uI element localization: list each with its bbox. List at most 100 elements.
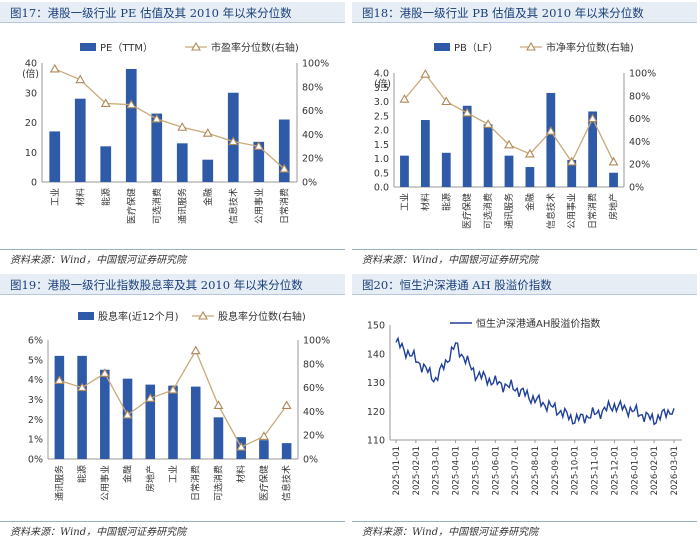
pe-chart: 0 10 20 30 40 0% 20% 40% 60% 80% 100% (倍) 工业 材料 能源 医疗保健… xyxy=(22,41,329,224)
x-tick-label: 信息技术 xyxy=(281,465,293,501)
chart-title: 图17：港股一级行业 PE 估值及其 2010 年以来分位数 xyxy=(10,6,292,20)
line-marker xyxy=(177,122,188,131)
bar xyxy=(213,417,224,459)
line-marker xyxy=(202,128,213,137)
bar xyxy=(400,155,409,187)
legend-marker xyxy=(191,41,201,51)
y-tick-label: 6% xyxy=(28,336,43,347)
x-tick-label: 工业 xyxy=(168,465,179,483)
y2-tick-label: 80% xyxy=(303,359,324,370)
x-tick-label: 2026-01-01 xyxy=(630,446,640,495)
chart-title-bar: 图19：港股一级行业指数股息率及其 2010 年以来分位数 xyxy=(0,274,345,295)
x-tick-label: 房地产 xyxy=(144,465,156,492)
x-tick-label: 2025-08-01 xyxy=(531,446,541,495)
x-tick-label: 通讯服务 xyxy=(53,465,65,501)
line-marker xyxy=(228,136,239,146)
x-tick-label: 通讯服务 xyxy=(176,188,188,224)
x-tick-label: 材料 xyxy=(419,193,431,211)
y2-tick-label: 20% xyxy=(302,154,323,165)
y-tick-label: 130 xyxy=(367,378,385,389)
x-tick-label: 可选消费 xyxy=(212,465,224,501)
line-marker xyxy=(168,384,178,394)
bar xyxy=(278,119,290,182)
x-tick-label: 2026-02-01 xyxy=(650,446,660,495)
line-marker xyxy=(608,156,619,166)
bar xyxy=(525,167,535,187)
line-marker xyxy=(100,98,111,108)
bar xyxy=(546,92,556,187)
x-tick-label: 2025-03-01 xyxy=(432,446,442,495)
bar xyxy=(504,155,514,187)
x-tick-label: 房地产 xyxy=(608,193,620,220)
bar xyxy=(202,159,214,182)
line-marker xyxy=(279,163,290,173)
y-tick-label: 0.0 xyxy=(374,183,389,194)
bar xyxy=(483,124,493,187)
source-footer: 资料来源：Wind，中国银河证券研究院 xyxy=(0,249,345,266)
y-tick-label: 1% xyxy=(28,435,43,446)
line-marker xyxy=(99,368,110,377)
bar xyxy=(125,68,137,182)
line-marker xyxy=(145,393,156,402)
line-marker xyxy=(258,431,269,440)
y2-tick-label: 20% xyxy=(303,431,324,442)
x-tick-label: 2025-09-01 xyxy=(551,446,561,495)
bar xyxy=(190,386,201,459)
y-tick-label: 5% xyxy=(28,355,43,366)
x-tick-label: 2025-01-01 xyxy=(392,446,402,495)
line-marker xyxy=(236,441,247,451)
x-tick-label: 信息技术 xyxy=(545,193,557,229)
legend-marker xyxy=(198,310,208,320)
x-tick-label: 材料 xyxy=(235,465,247,483)
y2-tick-label: 100% xyxy=(629,69,656,80)
y-tick-label: 0.5 xyxy=(374,168,389,179)
percentile-line xyxy=(403,73,615,164)
line-marker xyxy=(54,375,65,385)
bar xyxy=(54,355,65,459)
y-tick-label: 110 xyxy=(367,436,385,447)
line-marker xyxy=(281,400,292,409)
y-tick-label: 0% xyxy=(28,455,43,466)
y2-tick-label: 100% xyxy=(303,336,330,347)
x-tick-label: 通讯服务 xyxy=(503,193,515,229)
x-tick-label: 日常消费 xyxy=(587,193,599,229)
x-tick-label: 公用事业 xyxy=(253,188,265,224)
bar xyxy=(253,141,265,182)
x-tick-label: 医疗保健 xyxy=(125,188,137,224)
x-tick-label: 能源 xyxy=(76,465,88,483)
line-marker xyxy=(462,107,473,117)
line-marker xyxy=(122,409,133,419)
chart-title: 图19：港股一级行业指数股息率及其 2010 年以来分位数 xyxy=(10,278,303,292)
chart-title-bar: 图20：恒生沪深港通 AH 股溢价指数 xyxy=(352,274,697,295)
bar xyxy=(168,385,178,459)
y-tick-label: 140 xyxy=(367,349,385,360)
y-tick-label: 3.0 xyxy=(374,97,389,108)
line-marker xyxy=(587,113,598,123)
ah-premium-line xyxy=(395,336,675,426)
legend-label: PE（TTM） xyxy=(100,42,153,54)
bar xyxy=(77,355,87,459)
legend-label: 市盈率分位数(右轴) xyxy=(211,41,299,54)
line-marker xyxy=(75,74,86,84)
y-tick-label: 0 xyxy=(31,178,37,189)
line-marker xyxy=(504,139,514,149)
y-tick-label: 4% xyxy=(28,375,43,386)
legend-marker xyxy=(526,41,536,51)
y-tick-label: 120 xyxy=(367,407,385,418)
source-text: 资料来源：Wind，中国银河证券研究院 xyxy=(362,527,539,538)
legend-label: 市净率分位数(右轴) xyxy=(546,41,634,54)
x-tick-label: 2025-04-01 xyxy=(452,446,462,495)
bar xyxy=(122,378,133,459)
x-tick-label: 金融 xyxy=(202,188,214,206)
x-tick-label: 金融 xyxy=(122,465,134,483)
line-marker xyxy=(441,96,452,106)
x-tick-label: 能源 xyxy=(440,193,452,211)
y2-tick-label: 60% xyxy=(303,383,324,394)
bar xyxy=(100,369,110,459)
line-marker xyxy=(420,69,431,78)
y-unit-label: (倍) xyxy=(374,78,391,90)
line-marker xyxy=(545,126,556,135)
x-tick-label: 能源 xyxy=(100,188,112,206)
x-tick-label: 金融 xyxy=(524,193,536,211)
x-tick-label: 公用事业 xyxy=(566,193,578,229)
